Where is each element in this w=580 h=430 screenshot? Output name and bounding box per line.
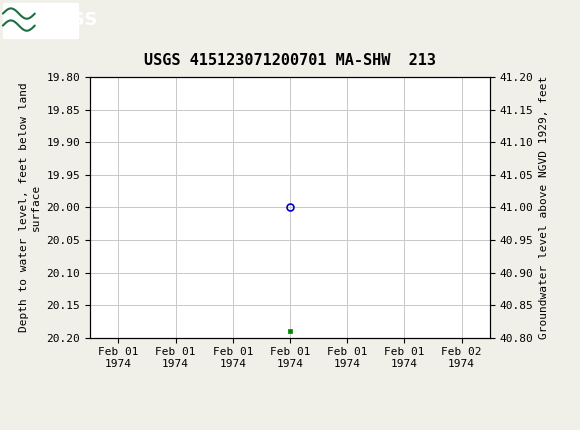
Y-axis label: Depth to water level, feet below land
surface: Depth to water level, feet below land su…	[19, 83, 41, 332]
Text: USGS 415123071200701 MA-SHW  213: USGS 415123071200701 MA-SHW 213	[144, 53, 436, 68]
Y-axis label: Groundwater level above NGVD 1929, feet: Groundwater level above NGVD 1929, feet	[539, 76, 549, 339]
Text: USGS: USGS	[42, 12, 97, 29]
FancyBboxPatch shape	[3, 3, 78, 37]
